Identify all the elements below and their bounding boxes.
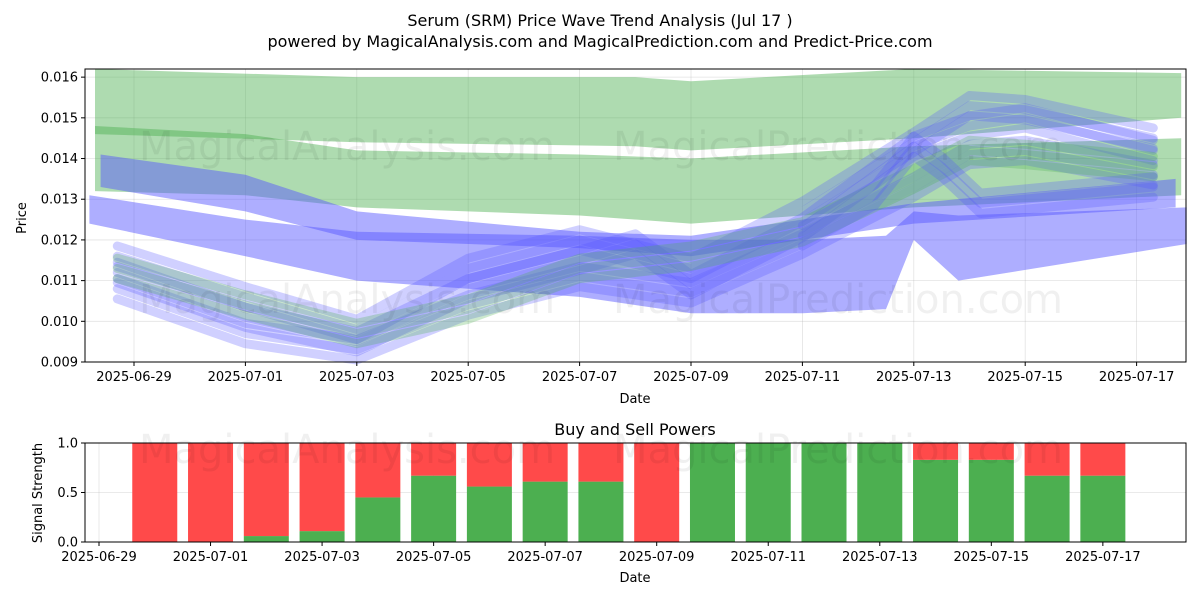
buy-bar-2025-07-05 bbox=[411, 475, 457, 542]
price-xtick-label-6: 2025-07-11 bbox=[765, 370, 841, 385]
sell-bar-2025-07-07 bbox=[522, 443, 568, 482]
buy-bar-2025-07-13 bbox=[857, 443, 903, 542]
buy-sell-xtick-label-8: 2025-07-15 bbox=[954, 550, 1030, 565]
buy-sell-ylabel: Signal Strength bbox=[31, 443, 46, 543]
price-xtick-label-3: 2025-07-05 bbox=[430, 370, 506, 385]
blue-band-lower bbox=[89, 195, 1187, 314]
wave-main-stroke-0 bbox=[112, 123, 1158, 357]
wave-green-stroke-0 bbox=[112, 156, 1158, 349]
buy-sell-panel: Buy and Sell Powers MagicalAnalysis.com … bbox=[31, 420, 1187, 586]
wave-high-stroke-2 bbox=[112, 91, 1158, 324]
buy-sell-xlabel: Date bbox=[619, 571, 650, 586]
buy-sell-xtick-label-9: 2025-07-17 bbox=[1065, 550, 1141, 565]
price-axes-frame bbox=[84, 68, 1187, 363]
sell-bar-2025-07-09 bbox=[634, 443, 680, 542]
sell-bar-2025-06-30 bbox=[132, 443, 178, 542]
watermark-analysis-mid: MagicalAnalysis.com bbox=[139, 277, 555, 323]
buy-bar-2025-07-07 bbox=[522, 481, 568, 542]
sell-bar-2025-07-08 bbox=[578, 443, 624, 482]
sell-bar-2025-07-02 bbox=[243, 443, 289, 537]
price-ytick-label-4: 0.013 bbox=[41, 193, 78, 208]
wave-main-stroke-1 bbox=[112, 113, 1158, 347]
price-ytick-label-0: 0.009 bbox=[41, 356, 78, 371]
price-ylabel: Price bbox=[15, 202, 30, 234]
watermark-analysis-bottom: MagicalAnalysis.com bbox=[139, 427, 555, 473]
price-xtick-label-5: 2025-07-09 bbox=[653, 370, 729, 385]
price-xtick-label-2: 2025-07-03 bbox=[319, 370, 395, 385]
price-plot-area bbox=[85, 69, 1186, 362]
price-xtick-label-4: 2025-07-07 bbox=[542, 370, 618, 385]
buy-sell-xtick-label-6: 2025-07-11 bbox=[730, 550, 806, 565]
price-xlabel: Date bbox=[619, 392, 650, 407]
buy-bar-2025-07-06 bbox=[466, 486, 512, 542]
price-panel: MagicalAnalysis.com MagicalPrediction.co… bbox=[15, 68, 1187, 407]
buy-sell-xtick-label-5: 2025-07-09 bbox=[619, 550, 695, 565]
sell-bar-2025-07-17 bbox=[1080, 443, 1126, 476]
buy-sell-ytick-label-1: 0.5 bbox=[57, 486, 78, 501]
sell-bar-2025-07-16 bbox=[1024, 443, 1070, 476]
green-band-middle bbox=[95, 126, 1182, 224]
wave-spike-stroke-1 bbox=[797, 141, 1158, 241]
buy-sell-xtick-label-4: 2025-07-07 bbox=[507, 550, 583, 565]
wave-low-stroke-0 bbox=[112, 156, 1158, 365]
price-ytick-label-7: 0.016 bbox=[41, 71, 78, 86]
buy-bar-2025-07-03 bbox=[299, 531, 345, 542]
price-ytick-label-2: 0.011 bbox=[41, 274, 78, 289]
sell-bar-2025-07-03 bbox=[299, 443, 345, 532]
buy-sell-title: Buy and Sell Powers bbox=[554, 420, 716, 439]
chart-subtitle: powered by MagicalAnalysis.com and Magic… bbox=[267, 32, 932, 51]
buy-bar-2025-07-11 bbox=[745, 443, 791, 542]
wave-main-stroke-2 bbox=[112, 103, 1158, 336]
buy-bar-2025-07-17 bbox=[1080, 475, 1126, 542]
watermark-prediction-mid: MagicalPrediction.com bbox=[613, 277, 1063, 323]
buy-sell-xtick-label-7: 2025-07-13 bbox=[842, 550, 918, 565]
buy-sell-xtick-label-2: 2025-07-03 bbox=[284, 550, 360, 565]
buy-bar-2025-07-15 bbox=[968, 459, 1014, 542]
wave-green-stroke-1 bbox=[112, 145, 1158, 338]
buy-bar-2025-07-14 bbox=[913, 459, 959, 542]
chart-title: Serum (SRM) Price Wave Trend Analysis (J… bbox=[407, 11, 792, 30]
price-ytick-label-5: 0.014 bbox=[41, 152, 78, 167]
blue-band-upper bbox=[100, 154, 1176, 257]
wave-low-stroke-2 bbox=[112, 135, 1158, 345]
wave-spike-stroke-2 bbox=[797, 131, 1158, 231]
price-ytick-label-1: 0.010 bbox=[41, 315, 78, 330]
sell-bar-2025-07-01 bbox=[188, 443, 234, 542]
wave-low-stroke-1 bbox=[112, 145, 1158, 355]
buy-sell-xtick-label-0: 2025-06-29 bbox=[61, 550, 137, 565]
price-xtick-label-1: 2025-07-01 bbox=[208, 370, 284, 385]
wave-high-stroke-1 bbox=[112, 101, 1158, 334]
buy-bar-2025-07-10 bbox=[689, 443, 735, 542]
buy-bar-2025-07-12 bbox=[801, 443, 847, 542]
price-xtick-label-0: 2025-06-29 bbox=[96, 370, 172, 385]
buy-bar-2025-07-04 bbox=[355, 497, 401, 542]
sell-bar-2025-07-04 bbox=[355, 443, 401, 498]
buy-bar-2025-07-16 bbox=[1024, 475, 1070, 542]
sell-bar-2025-07-15 bbox=[968, 443, 1014, 460]
price-xtick-label-9: 2025-07-17 bbox=[1099, 370, 1175, 385]
watermark-prediction-top: MagicalPrediction.com bbox=[613, 124, 1063, 170]
buy-sell-ytick-label-0: 0.0 bbox=[57, 536, 78, 551]
watermark-analysis-top: MagicalAnalysis.com bbox=[139, 124, 555, 170]
buy-sell-xtick-label-3: 2025-07-05 bbox=[396, 550, 472, 565]
price-ytick-label-6: 0.015 bbox=[41, 111, 78, 126]
wave-high-stroke-0 bbox=[112, 111, 1158, 345]
wave-green-stroke-2 bbox=[112, 135, 1158, 328]
sell-bar-2025-07-05 bbox=[411, 443, 457, 476]
green-band-upper bbox=[95, 69, 1182, 151]
buy-bar-2025-07-08 bbox=[578, 481, 624, 542]
wave-spike-stroke-0 bbox=[797, 152, 1158, 251]
buy-bar-2025-07-02 bbox=[243, 536, 289, 542]
price-xtick-label-7: 2025-07-13 bbox=[876, 370, 952, 385]
buy-sell-ytick-label-2: 1.0 bbox=[57, 437, 78, 452]
price-ytick-label-3: 0.012 bbox=[41, 233, 78, 248]
price-xtick-label-8: 2025-07-15 bbox=[987, 370, 1063, 385]
buy-sell-xtick-label-1: 2025-07-01 bbox=[173, 550, 249, 565]
sell-bar-2025-07-06 bbox=[466, 443, 512, 487]
watermark-prediction-bottom: MagicalPrediction.com bbox=[613, 427, 1063, 473]
sell-bar-2025-07-14 bbox=[913, 443, 959, 460]
